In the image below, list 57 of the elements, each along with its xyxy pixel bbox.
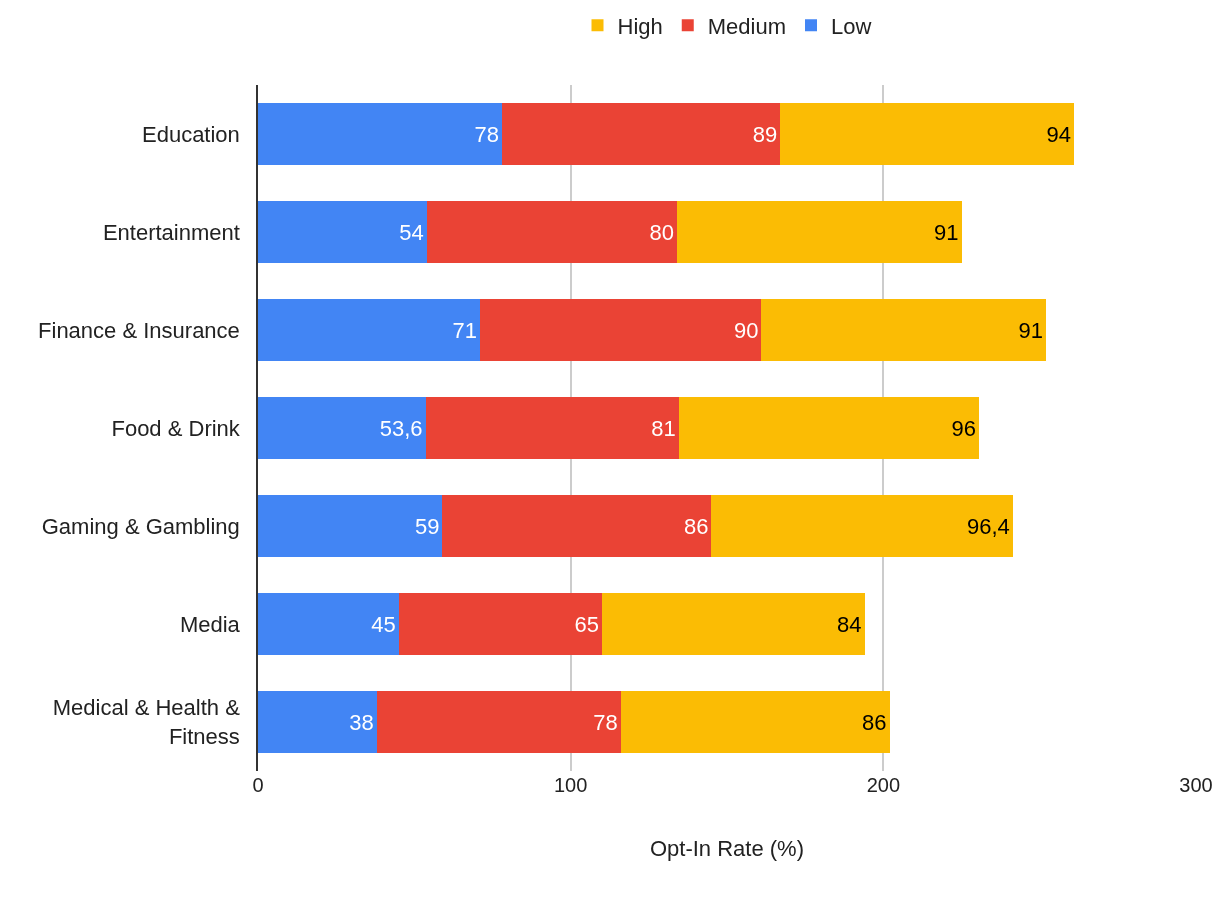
bar <box>620 690 890 754</box>
bar <box>780 102 1075 166</box>
data-label: 78 <box>474 121 499 147</box>
x-tick-label: 300 <box>1179 774 1213 796</box>
legend-label: High <box>617 13 663 39</box>
bar <box>711 494 1013 558</box>
data-label: 59 <box>414 513 440 539</box>
data-label: 91 <box>1018 317 1043 343</box>
data-label: 38 <box>349 709 374 735</box>
bar <box>258 298 480 362</box>
bar <box>258 102 502 166</box>
data-label: 91 <box>934 219 959 245</box>
legend-label: Medium <box>707 13 786 39</box>
data-label: 78 <box>593 709 618 735</box>
y-tick-label: Medical & Health & Fitness <box>52 695 241 749</box>
data-label: 89 <box>752 121 778 147</box>
data-label: 90 <box>733 317 759 343</box>
data-label: 81 <box>651 415 676 441</box>
y-tick-label: Finance & Insurance <box>38 317 240 343</box>
bar <box>442 494 712 558</box>
data-label: 54 <box>399 219 424 245</box>
x-tick-label: 0 <box>252 774 264 796</box>
y-tick-label: Gaming & Gambling <box>41 513 240 539</box>
bar <box>426 200 677 264</box>
bar <box>425 396 679 460</box>
bar <box>761 298 1046 362</box>
bar <box>258 494 443 558</box>
data-label: 84 <box>837 611 862 637</box>
bar <box>258 200 427 264</box>
x-tick-label: 100 <box>553 774 588 796</box>
data-label: 53,6 <box>379 415 423 441</box>
y-tick-label: Media <box>179 611 241 637</box>
bar <box>479 298 762 362</box>
data-label: 86 <box>683 513 709 539</box>
data-label: 45 <box>371 611 396 637</box>
y-tick-label: Food & Drink <box>111 415 241 441</box>
data-label: 94 <box>1046 121 1072 147</box>
bar <box>676 200 962 264</box>
data-label: 80 <box>649 219 674 245</box>
bar <box>501 102 781 166</box>
bar <box>601 592 865 656</box>
data-label: 86 <box>862 709 887 735</box>
data-label: 71 <box>452 317 477 343</box>
x-tick-label: 200 <box>866 774 901 796</box>
legend-label: Low <box>831 13 872 39</box>
bar <box>258 690 377 754</box>
y-tick-label: Education <box>141 121 240 147</box>
x-axis-title: Opt-In Rate (%) <box>649 835 805 861</box>
data-label: 96 <box>951 415 977 441</box>
y-tick-label: Entertainment <box>102 219 240 245</box>
bar <box>376 690 621 754</box>
data-label: 96,4 <box>966 513 1010 539</box>
data-label: 65 <box>574 611 599 637</box>
bar <box>258 592 399 656</box>
bar <box>258 396 426 460</box>
bar <box>398 592 602 656</box>
bar <box>678 396 980 460</box>
